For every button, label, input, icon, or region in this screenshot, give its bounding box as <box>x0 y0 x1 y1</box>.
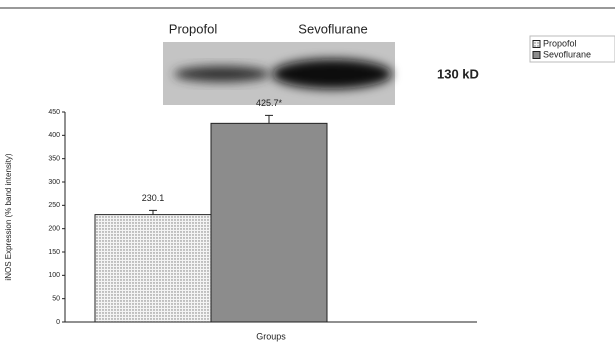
x-axis-label: Groups <box>256 331 286 341</box>
bar <box>211 123 327 322</box>
lane-label: Sevoflurane <box>298 21 367 36</box>
legend-swatch <box>533 52 540 59</box>
y-tick-label: 300 <box>48 179 60 186</box>
value-label: 425.7* <box>256 98 283 108</box>
y-tick-label: 200 <box>48 226 60 233</box>
band-label: 130 kD <box>437 66 479 81</box>
y-tick-label: 100 <box>48 272 60 279</box>
y-tick-label: 350 <box>48 156 60 163</box>
y-axis-label: iNOS Expression (% band intensity) <box>4 153 13 281</box>
legend-label: Sevoflurane <box>543 49 591 59</box>
blot-image <box>163 42 395 105</box>
lane-label: Propofol <box>169 21 218 36</box>
y-tick-label: 150 <box>48 249 60 256</box>
y-tick-label: 0 <box>56 319 60 326</box>
legend-swatch <box>533 41 540 48</box>
bar <box>95 215 211 322</box>
y-tick-label: 250 <box>48 202 60 209</box>
y-tick-label: 450 <box>48 109 60 116</box>
value-label: 230.1 <box>142 193 165 203</box>
y-tick-label: 50 <box>52 296 60 303</box>
error-bar <box>149 210 157 214</box>
legend-label: Propofol <box>543 38 577 48</box>
error-bar <box>265 115 273 123</box>
figure: Propofol Sevoflurane 130 kD iNOS Express… <box>0 0 615 345</box>
y-tick-label: 400 <box>48 132 60 139</box>
